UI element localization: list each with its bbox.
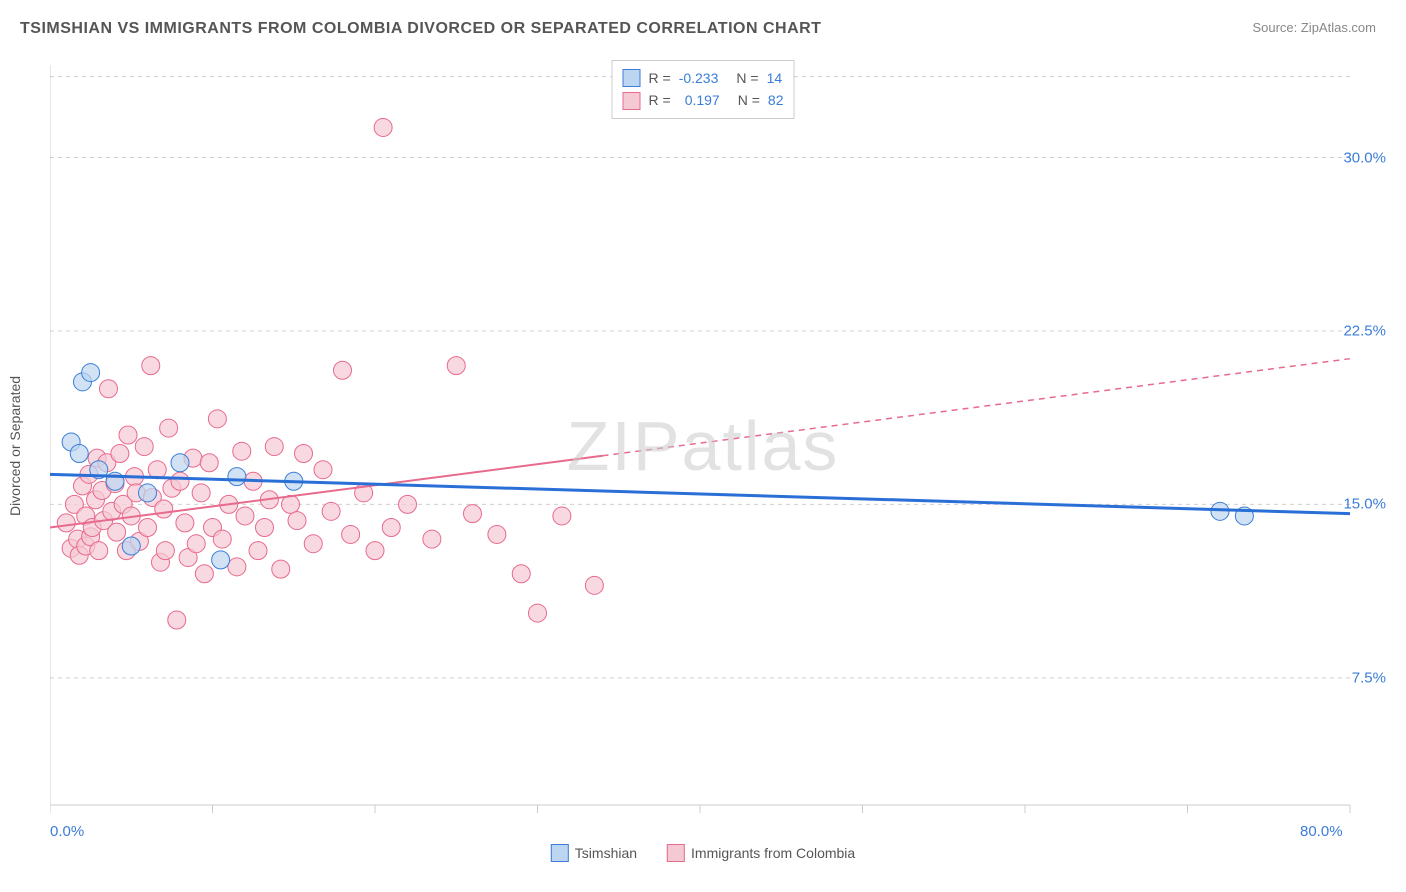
legend-item-series2: Immigrants from Colombia: [667, 844, 855, 862]
y-axis-label: Divorced or Separated: [7, 376, 23, 516]
source-name: ZipAtlas.com: [1301, 20, 1376, 35]
y-tick-label: 22.5%: [1343, 322, 1386, 339]
source-label: Source: ZipAtlas.com: [1252, 20, 1376, 35]
legend-item-series1: Tsimshian: [551, 844, 637, 862]
n-label: N =: [736, 67, 758, 89]
legend-swatch-series2: [667, 844, 685, 862]
r-label: R =: [649, 67, 671, 89]
series-legend: Tsimshian Immigrants from Colombia: [551, 844, 855, 862]
legend-swatch-series1: [551, 844, 569, 862]
scatter-chart: [50, 50, 1360, 820]
legend-swatch-series2: [623, 92, 641, 110]
x-tick-label: 80.0%: [1300, 823, 1343, 840]
chart-container: TSIMSHIAN VS IMMIGRANTS FROM COLOMBIA DI…: [0, 0, 1406, 892]
r-value-series2: 0.197: [685, 89, 720, 111]
y-tick-label: 15.0%: [1343, 496, 1386, 513]
legend-label-series1: Tsimshian: [575, 845, 637, 861]
n-value-series2: 82: [768, 89, 784, 111]
legend-swatch-series1: [623, 69, 641, 87]
r-value-series1: -0.233: [679, 67, 719, 89]
r-label: R =: [649, 89, 671, 111]
legend-row-series1: R = -0.233 N = 14: [623, 67, 784, 89]
y-tick-label: 7.5%: [1352, 669, 1386, 686]
y-tick-label: 30.0%: [1343, 149, 1386, 166]
correlation-legend: R = -0.233 N = 14 R = 0.197 N = 82: [612, 60, 795, 119]
legend-row-series2: R = 0.197 N = 82: [623, 89, 784, 111]
x-tick-label: 0.0%: [50, 823, 84, 840]
chart-title: TSIMSHIAN VS IMMIGRANTS FROM COLOMBIA DI…: [20, 20, 821, 38]
source-prefix: Source:: [1252, 20, 1300, 35]
n-value-series1: 14: [767, 67, 783, 89]
legend-label-series2: Immigrants from Colombia: [691, 845, 855, 861]
n-label: N =: [738, 89, 760, 111]
